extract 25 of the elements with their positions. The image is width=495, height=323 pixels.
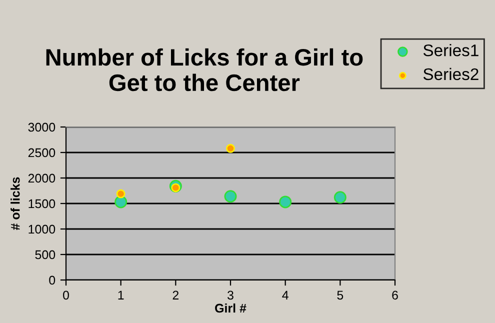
x-tick-label: 4 [282, 290, 288, 300]
x-tick-label: 1 [118, 290, 124, 300]
y-axis-title: # of licks [10, 177, 20, 230]
y-tick-label: 1000 [28, 224, 56, 234]
point [334, 191, 346, 204]
legend-label: Series1 [423, 44, 478, 56]
legend-label: Series2 [423, 68, 478, 80]
y-tick-label: 3000 [28, 122, 56, 132]
point [116, 189, 126, 198]
point [114, 196, 128, 208]
x-axis-title: Girl # [215, 303, 246, 313]
point [279, 196, 292, 208]
x-tick-label: 0 [63, 290, 69, 300]
point [226, 144, 235, 153]
x-tick-label: 6 [392, 290, 398, 300]
chart-title: Number of Licks for a Girl to Get to the Center [46, 48, 363, 92]
y-tick-label: 500 [35, 250, 56, 260]
y-tick-label: 0 [49, 276, 56, 285]
y-tick-label: 2500 [28, 148, 56, 158]
y-tick-label: 1500 [28, 199, 56, 208]
x-tick-label: 2 [172, 290, 179, 300]
x-tick-label: 3 [228, 290, 234, 300]
point [224, 190, 237, 203]
x-tick-label: 5 [337, 290, 344, 300]
y-tick-label: 2000 [28, 174, 56, 183]
